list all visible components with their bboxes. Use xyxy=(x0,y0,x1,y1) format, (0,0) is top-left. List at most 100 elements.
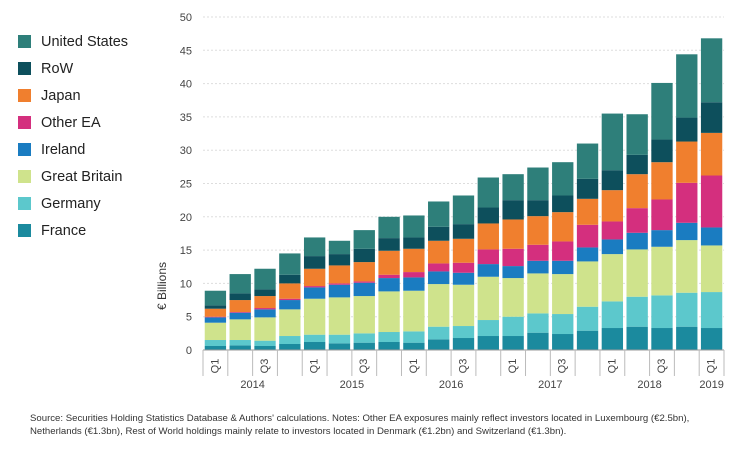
y-tick-label: 40 xyxy=(180,79,192,91)
bar-segment xyxy=(378,250,400,275)
bar-segment xyxy=(651,199,673,231)
bar-segment xyxy=(502,316,524,337)
bar-segment xyxy=(428,226,450,241)
bar-segment xyxy=(477,264,499,277)
bar-segment xyxy=(502,219,524,249)
bar-segment xyxy=(626,208,648,233)
bar-segment xyxy=(229,293,251,301)
bar-segment xyxy=(552,162,574,196)
bar-segment xyxy=(403,272,425,278)
bar-segment xyxy=(552,212,574,242)
chart-legend: United States RoW Japan Other EA Ireland Grea… xyxy=(18,28,128,244)
bar-segment xyxy=(254,268,276,290)
bar-segment xyxy=(601,254,624,302)
bar-segment xyxy=(403,290,425,332)
bar-segment xyxy=(477,177,499,208)
bar-segment xyxy=(229,312,251,320)
source-note: Source: Securities Holding Statistics Da… xyxy=(30,413,690,437)
bar-segment xyxy=(601,301,624,329)
bar-segment xyxy=(428,201,450,227)
bar-segment xyxy=(552,260,574,275)
bar-segment xyxy=(403,277,425,291)
bar-segment xyxy=(502,336,524,350)
quarter-tick-label: Q3 xyxy=(259,359,271,374)
bar-segment xyxy=(279,309,301,337)
bar-segment xyxy=(229,274,251,294)
bar-segment xyxy=(378,291,400,333)
legend-swatch xyxy=(18,116,31,129)
bar-segment xyxy=(552,241,574,261)
bar-segment xyxy=(328,254,351,266)
bar-segment xyxy=(353,248,375,263)
bar-segment xyxy=(452,272,475,285)
quarter-tick-label: Q1 xyxy=(309,359,321,374)
year-label: 2015 xyxy=(340,379,364,391)
bar-segment xyxy=(254,346,276,350)
bar-segment xyxy=(626,154,648,175)
bar-segment xyxy=(328,284,351,298)
bar-segment xyxy=(378,216,400,239)
bar-segment xyxy=(452,284,475,327)
bar-segment xyxy=(328,297,351,335)
bar-segment xyxy=(676,292,698,327)
bar-segment xyxy=(527,313,549,333)
bar-segment xyxy=(626,114,648,155)
bar-segment xyxy=(700,175,723,228)
bar-segment xyxy=(527,167,549,201)
bar-segment xyxy=(378,342,400,350)
bar-segment xyxy=(651,230,673,247)
bar-segment xyxy=(254,308,276,310)
bar-segment xyxy=(477,207,499,224)
bar-segment xyxy=(477,276,499,321)
year-label: 2019 xyxy=(699,379,723,391)
bar-segment xyxy=(552,314,574,335)
bar-segment xyxy=(576,261,599,307)
bar-segment xyxy=(502,200,524,220)
bar-segment xyxy=(601,328,624,350)
bar-segment xyxy=(303,334,326,343)
bar-segment xyxy=(303,237,326,257)
quarter-tick-label: Q3 xyxy=(358,359,370,374)
bar-segment xyxy=(601,221,624,240)
bar-segment xyxy=(279,336,301,345)
y-tick-label: 10 xyxy=(180,278,192,290)
bar-segment xyxy=(229,340,251,346)
bar-segment xyxy=(651,82,673,140)
bar-segment xyxy=(328,283,351,285)
bar-segment xyxy=(353,281,375,283)
bar-segment xyxy=(651,246,673,296)
bar-segment xyxy=(403,331,425,343)
bar-segment xyxy=(303,268,326,287)
bar-segment xyxy=(676,117,698,142)
bar-segment xyxy=(328,265,351,284)
bar-segment xyxy=(279,300,301,310)
bar-segment xyxy=(428,284,450,327)
bar-segment xyxy=(576,247,599,262)
bar-segment xyxy=(428,263,450,272)
bar-segment xyxy=(700,38,723,103)
legend-swatch xyxy=(18,170,31,183)
bar-segment xyxy=(576,143,599,179)
y-tick-label: 25 xyxy=(180,179,192,191)
bar-segment xyxy=(626,326,648,350)
y-axis-label: € Billions xyxy=(155,262,169,310)
bar-segment xyxy=(204,316,227,318)
y-tick-label: 30 xyxy=(180,145,192,157)
bar-segment xyxy=(452,238,475,263)
bar-segment xyxy=(204,346,227,350)
bar-segment xyxy=(279,344,301,350)
bar-segment xyxy=(576,178,599,199)
bar-segment xyxy=(428,240,450,264)
bar-segment xyxy=(651,328,673,350)
legend-item: Other EA xyxy=(18,109,128,136)
bar-segment xyxy=(527,244,549,261)
bar-segment xyxy=(328,334,351,344)
bar-segment xyxy=(403,248,425,273)
legend-label: Japan xyxy=(41,87,81,104)
bar-segment xyxy=(576,224,599,248)
bar-segment xyxy=(353,296,375,334)
bar-segment xyxy=(204,340,227,347)
y-tick-label: 50 xyxy=(180,12,192,24)
bar-segment xyxy=(676,326,698,350)
